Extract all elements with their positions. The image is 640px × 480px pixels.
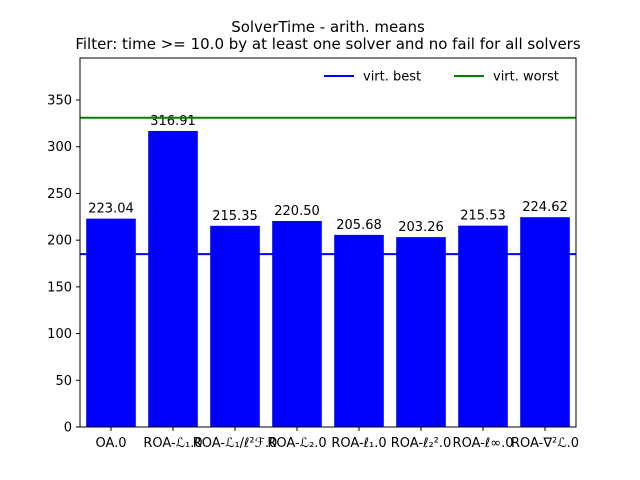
x-tick-label: ROA-∇²ℒ.0 bbox=[511, 436, 579, 451]
y-tick-label: 300 bbox=[47, 140, 72, 155]
bars-group bbox=[86, 130, 570, 428]
bar-value-label: 223.04 bbox=[88, 202, 134, 217]
plot-frame bbox=[79, 57, 577, 428]
x-tick-label: ROA-ℒ₁.0 bbox=[143, 436, 202, 451]
x-tick-label: ROA-ℓ₁.0 bbox=[331, 436, 386, 451]
bar bbox=[458, 225, 508, 427]
y-tick-label: 50 bbox=[55, 374, 72, 389]
bar bbox=[210, 225, 260, 427]
bar-value-label: 220.50 bbox=[274, 204, 320, 219]
bar-value-label: 316.91 bbox=[150, 114, 196, 129]
bar bbox=[334, 234, 384, 427]
legend-label: virt. worst bbox=[493, 70, 559, 85]
bar-value-label: 203.26 bbox=[398, 220, 444, 235]
y-tick-label: 150 bbox=[47, 280, 72, 295]
reference-lines-group bbox=[80, 116, 576, 256]
chart-title: SolverTime - arith. means bbox=[231, 18, 425, 36]
y-tick-label: 100 bbox=[47, 327, 72, 342]
y-tick-label: 200 bbox=[47, 234, 72, 249]
y-axis: 0 50 100 150 200 250 300 350 bbox=[47, 94, 80, 436]
x-tick-label: ROA-ℒ₂.0 bbox=[267, 436, 326, 451]
chart-subtitle: Filter: time >= 10.0 by at least one sol… bbox=[75, 35, 581, 53]
x-tick-label: ROA-ℓ∞.0 bbox=[453, 436, 514, 451]
x-tick-label: OA.0 bbox=[95, 436, 126, 451]
bar bbox=[396, 237, 446, 427]
bar-value-label: 224.62 bbox=[522, 200, 568, 215]
bar-value-label: 215.35 bbox=[212, 209, 258, 224]
y-tick-label: 350 bbox=[47, 94, 72, 109]
bar bbox=[148, 130, 198, 428]
bar-value-label: 215.53 bbox=[460, 209, 506, 224]
y-tick-label: 250 bbox=[47, 187, 72, 202]
bar bbox=[520, 217, 570, 427]
legend: virt. best virt. worst bbox=[324, 70, 559, 85]
bar bbox=[86, 218, 136, 427]
bar-value-label: 205.68 bbox=[336, 218, 382, 233]
x-tick-label: ROA-ℓ₂².0 bbox=[391, 436, 452, 451]
legend-label: virt. best bbox=[363, 70, 421, 85]
x-tick-label: ROA-ℒ₁/ℓ²ℱ.0 bbox=[193, 436, 278, 451]
bar bbox=[272, 221, 322, 427]
y-tick-label: 0 bbox=[64, 421, 72, 436]
